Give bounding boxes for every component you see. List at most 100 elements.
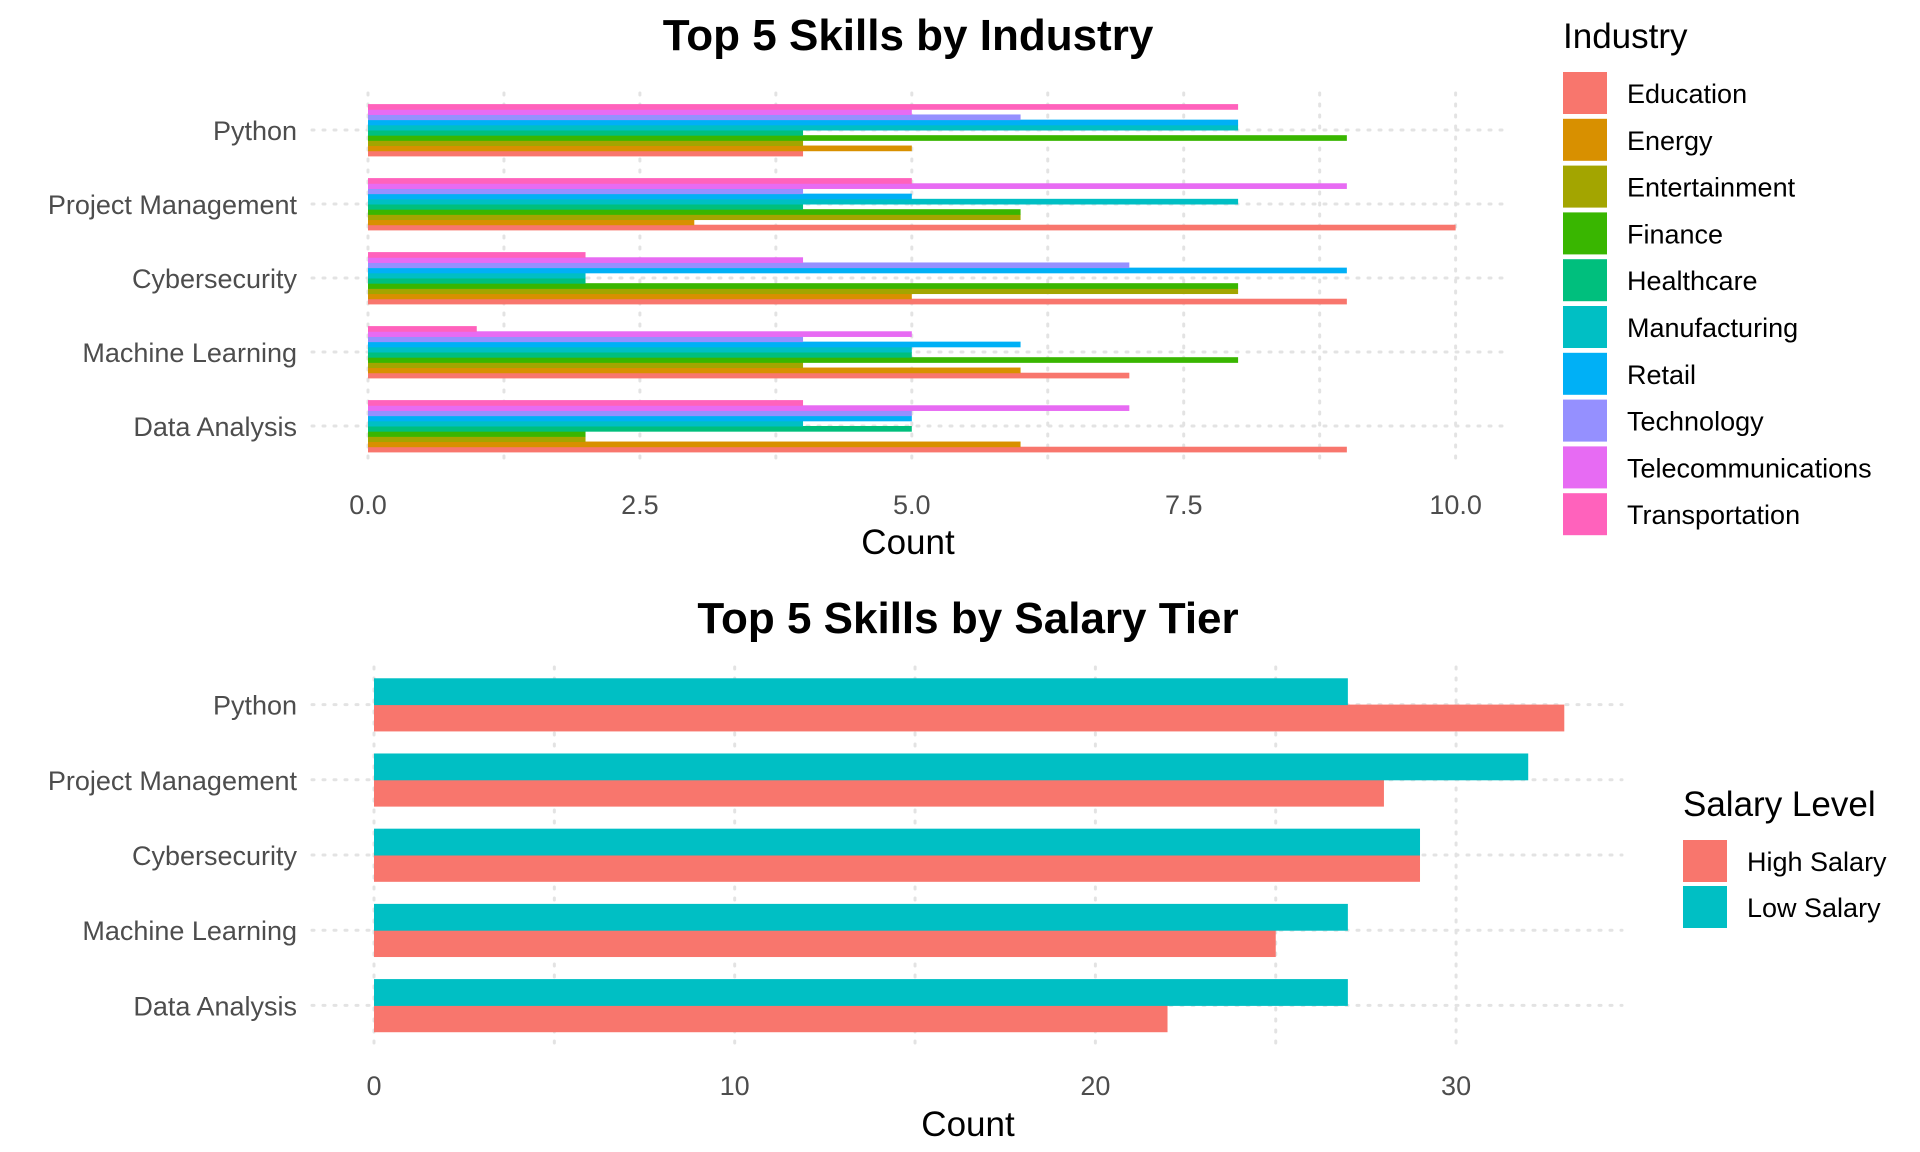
- industry-legend-swatch-energy: [1563, 118, 1607, 161]
- salary-bar-machine-learning-low-salary: [374, 903, 1348, 931]
- industry-bar-cybersecurity-transportation: [368, 252, 586, 258]
- salary-legend-swatch-low-salary: [1683, 886, 1727, 928]
- industry-legend-swatch-finance: [1563, 212, 1607, 255]
- industry-chart-bars: [368, 104, 1456, 453]
- industry-bar-project-management-energy: [368, 219, 695, 226]
- industry-legend-swatch-education: [1563, 72, 1607, 114]
- industry-category-label-project-management: Project Management: [48, 190, 298, 220]
- industry-bar-python-retail: [368, 119, 1239, 126]
- salary-bar-data-analysis-high-salary: [374, 1005, 1168, 1033]
- industry-legend-label-transportation: Transportation: [1627, 500, 1800, 530]
- industry-legend-swatch-entertainment: [1563, 165, 1607, 208]
- industry-bar-python-healthcare: [368, 130, 804, 136]
- industry-bar-project-management-manufacturing: [368, 198, 1239, 205]
- industry-bar-cybersecurity-manufacturing: [368, 272, 586, 279]
- salary-legend-items: High Salary Low Salary: [1683, 840, 1887, 928]
- salary-category-label-data-analysis: Data Analysis: [133, 991, 297, 1021]
- salary-bar-python-low-salary: [374, 678, 1348, 706]
- industry-bar-machine-learning-healthcare: [368, 352, 912, 358]
- industry-legend-swatch-technology: [1563, 399, 1607, 442]
- industry-bar-data-analysis-entertainment: [368, 436, 586, 443]
- industry-bar-data-analysis-education: [368, 446, 1347, 453]
- salary-chart-category-labels: Python Project Management Cybersecurity Mac…: [48, 691, 298, 1022]
- salary-category-label-cybersecurity: Cybersecurity: [132, 841, 298, 871]
- salary-x-tick-label-1: 10: [720, 1071, 750, 1101]
- industry-bar-data-analysis-energy: [368, 441, 1021, 448]
- industry-x-tick-label-1: 2.5: [621, 490, 659, 520]
- industry-legend-swatch-retail: [1563, 352, 1607, 395]
- industry-bar-python-education: [368, 150, 804, 157]
- industry-legend-label-manufacturing: Manufacturing: [1627, 313, 1798, 343]
- industry-x-tick-label-4: 10.0: [1429, 490, 1482, 520]
- industry-category-label-machine-learning: Machine Learning: [82, 338, 297, 368]
- salary-legend: Salary Level High Salary Low Salary: [1683, 785, 1887, 928]
- salary-legend-label-low-salary: Low Salary: [1747, 893, 1881, 923]
- industry-category-label-data-analysis: Data Analysis: [133, 412, 297, 442]
- industry-bar-cybersecurity-entertainment: [368, 288, 1239, 295]
- industry-legend-swatch-transportation: [1563, 493, 1607, 536]
- industry-bar-machine-learning-manufacturing: [368, 346, 912, 353]
- industry-legend-label-entertainment: Entertainment: [1627, 173, 1796, 203]
- salary-chart: Top 5 Skills by Salary Tier Python Projec…: [48, 594, 1887, 1144]
- salary-bar-machine-learning-high-salary: [374, 930, 1276, 958]
- industry-legend-swatch-telecommunications: [1563, 446, 1607, 489]
- industry-bar-data-analysis-transportation: [368, 400, 804, 406]
- salary-legend-title: Salary Level: [1683, 785, 1876, 824]
- industry-bar-machine-learning-energy: [368, 367, 1021, 374]
- industry-legend-label-energy: Energy: [1627, 126, 1713, 156]
- industry-bar-python-entertainment: [368, 140, 804, 147]
- industry-chart-title: Top 5 Skills by Industry: [663, 11, 1154, 60]
- salary-chart-bars: [374, 678, 1565, 1033]
- salary-x-tick-label-3: 30: [1441, 1071, 1471, 1101]
- salary-bar-project-management-low-salary: [374, 753, 1529, 781]
- industry-bar-machine-learning-technology: [368, 336, 804, 343]
- industry-bar-python-transportation: [368, 104, 1239, 110]
- industry-bar-project-management-transportation: [368, 178, 912, 184]
- salary-chart-title: Top 5 Skills by Salary Tier: [697, 594, 1238, 643]
- industry-bar-project-management-entertainment: [368, 214, 1021, 221]
- industry-bar-cybersecurity-education: [368, 298, 1347, 305]
- industry-legend-label-technology: Technology: [1627, 407, 1764, 437]
- industry-bar-machine-learning-finance: [368, 357, 1239, 363]
- industry-chart-tick-labels: 0.0 2.5 5.0 7.5 10.0: [349, 490, 1482, 520]
- salary-bar-data-analysis-low-salary: [374, 979, 1348, 1006]
- industry-bar-cybersecurity-energy: [368, 293, 912, 300]
- industry-bar-cybersecurity-retail: [368, 267, 1347, 274]
- industry-bar-data-analysis-technology: [368, 410, 912, 417]
- industry-legend-items: Education Energy Entertainment Finance Healt…: [1563, 72, 1872, 536]
- industry-bar-project-management-retail: [368, 193, 912, 200]
- salary-category-label-project-management: Project Management: [48, 766, 298, 796]
- industry-bar-machine-learning-retail: [368, 341, 1021, 348]
- industry-bar-machine-learning-transportation: [368, 326, 477, 332]
- salary-legend-swatch-high-salary: [1683, 840, 1727, 882]
- industry-category-label-cybersecurity: Cybersecurity: [132, 264, 298, 294]
- salary-category-label-machine-learning: Machine Learning: [82, 916, 297, 946]
- industry-chart-x-axis-title: Count: [861, 523, 955, 562]
- industry-bar-cybersecurity-technology: [368, 262, 1130, 269]
- salary-x-tick-label-0: 0: [366, 1071, 381, 1101]
- industry-legend-label-education: Education: [1627, 79, 1747, 109]
- industry-legend-swatch-healthcare: [1563, 259, 1607, 302]
- industry-bar-data-analysis-telecommunications: [368, 405, 1130, 411]
- industry-bar-project-management-education: [368, 224, 1456, 231]
- industry-bar-cybersecurity-telecommunications: [368, 257, 804, 263]
- industry-bar-cybersecurity-finance: [368, 283, 1239, 289]
- salary-bar-cybersecurity-low-salary: [374, 828, 1421, 856]
- industry-bar-project-management-finance: [368, 209, 1021, 215]
- industry-bar-cybersecurity-healthcare: [368, 278, 586, 284]
- industry-bar-machine-learning-education: [368, 372, 1130, 379]
- salary-chart-tick-labels: 0 10 20 30: [366, 1071, 1471, 1101]
- industry-bar-python-manufacturing: [368, 124, 1239, 131]
- salary-chart-x-axis-title: Count: [921, 1105, 1015, 1144]
- industry-x-tick-label-0: 0.0: [349, 490, 387, 520]
- salary-bar-cybersecurity-high-salary: [374, 855, 1421, 882]
- industry-bar-python-energy: [368, 145, 912, 152]
- industry-chart: Top 5 Skills by Industry Python Project M…: [48, 11, 1872, 562]
- industry-bar-python-technology: [368, 114, 1021, 121]
- salary-category-label-python: Python: [213, 691, 297, 721]
- industry-bar-machine-learning-telecommunications: [368, 331, 912, 337]
- industry-bar-machine-learning-entertainment: [368, 362, 804, 369]
- industry-legend: Industry Education Energy Entertainment Fin…: [1563, 17, 1872, 536]
- industry-bar-project-management-healthcare: [368, 204, 804, 210]
